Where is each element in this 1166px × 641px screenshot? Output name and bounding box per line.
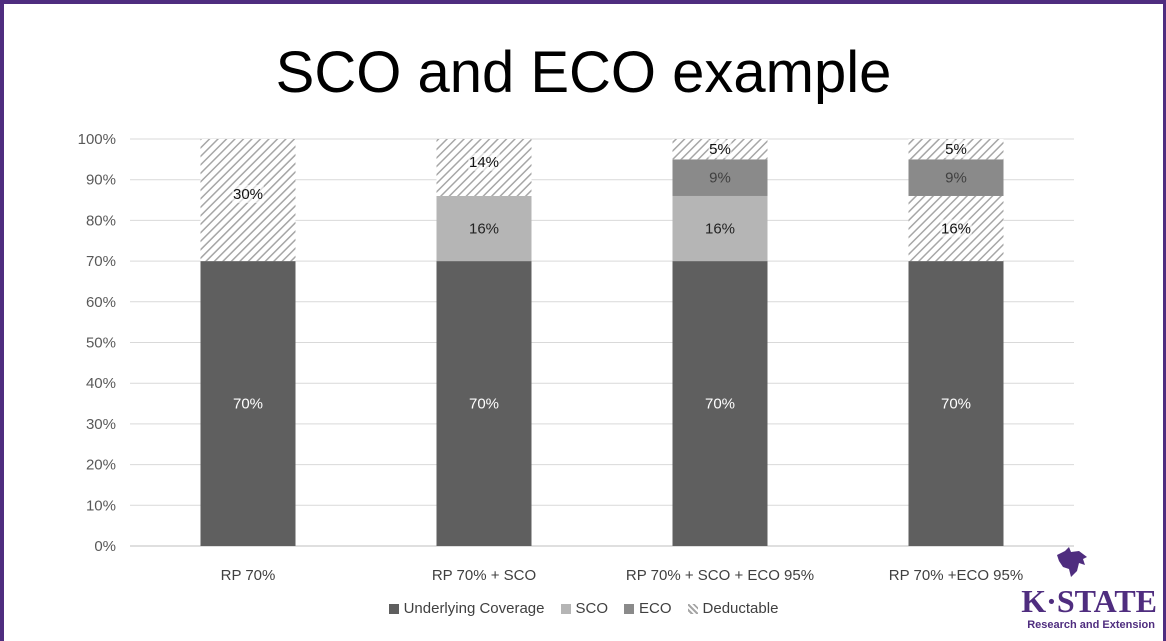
data-label-underlying-coverage: 70% bbox=[469, 396, 499, 413]
bar-segment-underlying-coverage bbox=[908, 261, 1004, 546]
bar-segment-sco bbox=[436, 195, 532, 262]
legend-item-sco: SCO bbox=[560, 600, 609, 617]
data-label-deductable: 14% bbox=[469, 154, 499, 171]
legend-item-eco: ECO bbox=[624, 600, 672, 617]
data-label-backdrop bbox=[708, 140, 732, 159]
data-label-backdrop bbox=[944, 140, 968, 159]
bars bbox=[200, 139, 1004, 546]
y-axis-ticks: 0% 10% 20% 30% 40% 50% 60% 70% 80% 90% 100% bbox=[78, 131, 116, 555]
legend-item-underlying-coverage: Underlying Coverage bbox=[388, 600, 545, 617]
data-label-eco: 9% bbox=[709, 170, 731, 187]
data-label-underlying-coverage: 70% bbox=[233, 396, 263, 413]
stacked-bar-chart: 0% 10% 20% 30% 40% 50% 60% 70% 80% 90% 100% 70% 30%… bbox=[78, 131, 1074, 584]
y-tick-label: 60% bbox=[86, 294, 116, 311]
data-label-backdrop bbox=[232, 184, 264, 203]
logo-subtitle: Research and Extension bbox=[1027, 619, 1155, 631]
x-category-label: RP 70% +ECO 95% bbox=[889, 567, 1023, 584]
x-axis-categories: RP 70% RP 70% + SCO RP 70% + SCO + ECO 95%… bbox=[221, 567, 1024, 584]
data-label-deductable: 16% bbox=[941, 221, 971, 238]
data-label-deductable: 5% bbox=[709, 141, 731, 158]
kstate-logo: K·STATE Research and Extension bbox=[997, 547, 1157, 637]
x-category-label: RP 70% bbox=[221, 567, 276, 584]
y-tick-label: 0% bbox=[94, 538, 116, 555]
wildcat-icon bbox=[1057, 547, 1087, 577]
legend-swatch-eco bbox=[624, 603, 635, 614]
y-tick-label: 70% bbox=[86, 253, 116, 270]
legend-swatch-sco bbox=[560, 603, 571, 614]
legend-label: SCO bbox=[575, 600, 609, 617]
y-tick-label: 40% bbox=[86, 375, 116, 392]
chart-title: SCO and ECO example bbox=[275, 40, 892, 105]
data-label-deductable: 30% bbox=[233, 186, 263, 203]
data-label-backdrop bbox=[940, 219, 972, 238]
legend-item-deductable: Deductable bbox=[687, 600, 779, 617]
bar-segment-eco bbox=[908, 159, 1004, 196]
data-label-deductable: 5% bbox=[945, 141, 967, 158]
y-tick-label: 10% bbox=[86, 497, 116, 514]
bar-segment-underlying-coverage bbox=[436, 261, 532, 546]
bar-segment-underlying-coverage bbox=[200, 261, 296, 546]
y-tick-label: 90% bbox=[86, 172, 116, 189]
y-tick-label: 50% bbox=[86, 335, 116, 352]
bar-segment-underlying-coverage bbox=[672, 261, 768, 546]
y-tick-label: 20% bbox=[86, 457, 116, 474]
logo-wordmark: K·STATE bbox=[1021, 583, 1157, 619]
x-category-label: RP 70% + SCO + ECO 95% bbox=[626, 567, 814, 584]
data-label-underlying-coverage: 70% bbox=[941, 396, 971, 413]
legend-label: ECO bbox=[639, 600, 672, 617]
legend-swatch-deductable bbox=[687, 603, 698, 614]
data-label-sco: 16% bbox=[469, 221, 499, 238]
data-labels: 70% 30% 70% 16% 14% 70% 16% 9% 5% 70% 16% 9% 5% bbox=[232, 140, 972, 413]
data-label-eco: 9% bbox=[945, 170, 967, 187]
data-label-backdrop bbox=[468, 152, 500, 171]
data-label-sco: 16% bbox=[705, 221, 735, 238]
legend-swatch-underlying-coverage bbox=[388, 603, 399, 614]
y-tick-label: 100% bbox=[78, 131, 116, 148]
y-tick-label: 80% bbox=[86, 212, 116, 229]
data-label-underlying-coverage: 70% bbox=[705, 396, 735, 413]
legend-label: Deductable bbox=[702, 600, 779, 617]
x-category-label: RP 70% + SCO bbox=[432, 567, 536, 584]
y-tick-label: 30% bbox=[86, 416, 116, 433]
legend-label: Underlying Coverage bbox=[403, 600, 545, 617]
legend: Underlying Coverage SCO ECO Deductable bbox=[4, 600, 1163, 617]
bar-segment-eco bbox=[672, 159, 768, 196]
bar-segment-sco bbox=[672, 195, 768, 262]
